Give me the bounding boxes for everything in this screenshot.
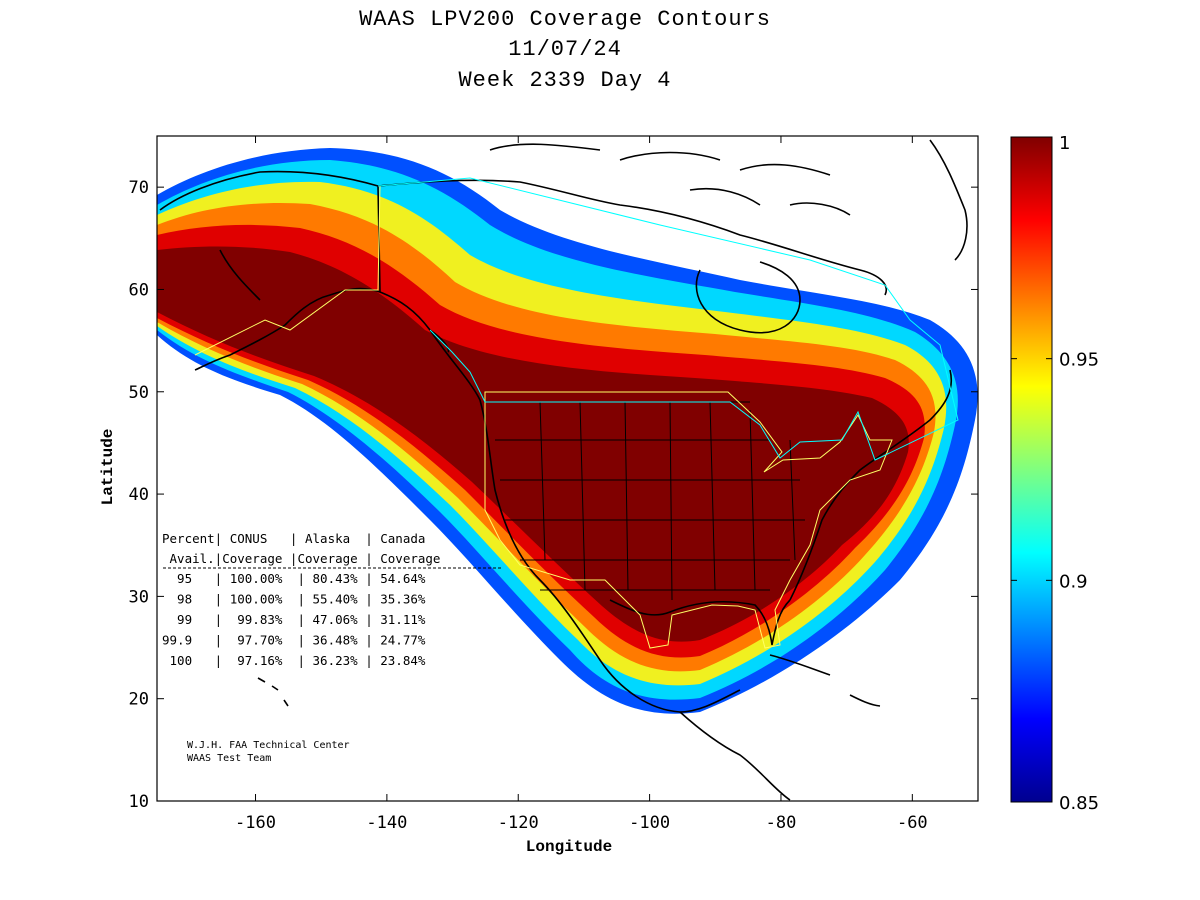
central-america-coast — [679, 711, 791, 801]
caribbean-islands — [769, 654, 881, 707]
chart-title-line-2: 11/07/24 — [508, 37, 622, 62]
y-axis-label: Latitude — [99, 429, 117, 506]
table-row: 100 | 97.16% | 36.23% | 23.84% — [162, 653, 426, 668]
y-tick-label: 10 — [129, 792, 149, 812]
y-tick-label: 70 — [129, 178, 149, 198]
y-tick-label: 40 — [129, 485, 149, 505]
colorbar-ticks: 1 0.95 0.9 0.85 — [1011, 133, 1099, 814]
y-tick-label: 50 — [129, 383, 149, 403]
table-row: 99 | 99.83% | 47.06% | 31.11% — [162, 612, 426, 627]
y-tick-label: 60 — [129, 280, 149, 300]
table-row: 98 | 100.00% | 55.40% | 35.36% — [162, 592, 426, 607]
table-header-2: Avail.|Coverage |Coverage | Coverage — [162, 551, 440, 566]
x-axis-label: Longitude — [526, 838, 612, 856]
hudson-bay-coast — [695, 261, 801, 334]
chart-title-line-3: Week 2339 Day 4 — [458, 68, 672, 93]
greenland-coast — [929, 139, 968, 261]
contour-band-full — [157, 246, 909, 642]
colorbar-tick-label: 0.85 — [1059, 793, 1099, 814]
colorbar — [1010, 136, 1053, 803]
west-coast-na — [429, 329, 741, 713]
colorbar-tick-label: 0.95 — [1059, 350, 1099, 371]
y-tick-label: 30 — [129, 587, 149, 607]
axis-ticks: -160 -140 -120 -100 -80 -60 70 60 50 40 30 20 10 — [129, 136, 978, 833]
map-frame — [156, 135, 979, 802]
east-coast — [789, 369, 952, 601]
credit-line-1: W.J.H. FAA Technical Center — [187, 740, 350, 751]
table-row: 99.9 | 97.70% | 36.48% | 24.77% — [162, 633, 426, 648]
conus-alaska-boundary — [194, 185, 893, 649]
arctic-islands — [489, 143, 851, 216]
credit-line-2: WAAS Test Team — [187, 753, 271, 764]
canada-boundary — [377, 177, 959, 461]
chart-title-line-1: WAAS LPV200 Coverage Contours — [359, 7, 771, 32]
colorbar-tick-label: 0.9 — [1059, 571, 1088, 592]
table-header-1: Percent| CONUS | Alaska | Canada — [162, 531, 425, 546]
colorbar-tick-label: 1 — [1059, 133, 1070, 154]
hawaii-islands — [257, 677, 289, 707]
x-tick-label: -160 — [235, 813, 276, 833]
service-boundaries — [194, 177, 959, 649]
x-tick-label: -140 — [366, 813, 407, 833]
coverage-table: 95 | 100.00% | 80.43% | 54.64% 98 | 100.… — [162, 571, 426, 668]
table-row: 95 | 100.00% | 80.43% | 54.64% — [162, 571, 426, 586]
canada-arctic-coast — [377, 179, 887, 296]
y-tick-label: 20 — [129, 690, 149, 710]
x-tick-label: -120 — [498, 813, 539, 833]
x-tick-label: -60 — [897, 813, 928, 833]
x-tick-label: -80 — [766, 813, 797, 833]
x-tick-label: -100 — [629, 813, 670, 833]
gulf-coast — [609, 599, 791, 646]
coastlines — [159, 139, 968, 801]
